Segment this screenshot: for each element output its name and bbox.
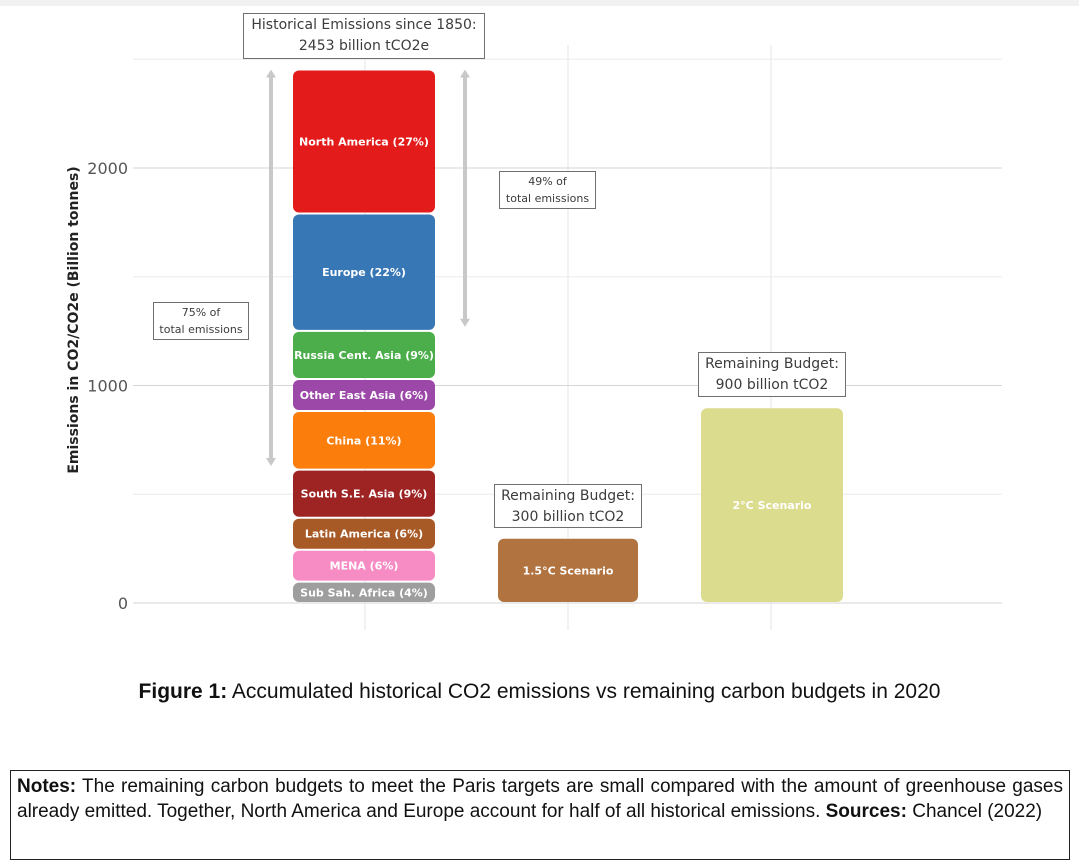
sources-label: Sources: [825, 801, 907, 822]
arrow-49-percent-head-bottom [460, 318, 470, 327]
bar-segment-2-c-scenario [701, 408, 843, 602]
caption-label: Figure 1: [138, 680, 228, 703]
notes-box: Notes: The remaining carbon budgets to m… [10, 770, 1070, 860]
bar-label-china-11: China (11%) [326, 434, 401, 447]
y-ticks: 0 1000 2000 [87, 159, 128, 613]
bar-segment-latin-america-6 [293, 518, 435, 549]
top-border [0, 0, 1079, 6]
arrow-49-percent-head-top [460, 69, 470, 78]
bars: Sub Sah. Africa (4%) MENA (6%) Latin Ameri… [293, 70, 843, 602]
y-tick-label: 1000 [87, 377, 128, 396]
sources-text: Chancel (2022) [906, 801, 1043, 822]
bar-segment-china-11 [293, 411, 435, 469]
budget-2-box: Remaining Budget: 900 billion tCO2 [698, 352, 846, 397]
share-75-line1: 75% of [181, 306, 221, 319]
bar-segment-other-east-asia-6 [293, 379, 435, 410]
caption-text: Accumulated historical CO2 emissions vs … [227, 680, 941, 703]
budget-2-line1: Remaining Budget: [705, 356, 839, 372]
arrow-75-percent [266, 69, 276, 466]
historical-total-line2: 2453 billion tCO2e [298, 38, 430, 54]
bar-label-2-c-scenario: 2°C Scenario [733, 499, 812, 512]
emissions-chart: 0 1000 2000 Emissions in CO2/CO2e (Billion… [66, 45, 1002, 630]
bar-label-other-east-asia-6: Other East Asia (6%) [300, 389, 429, 402]
y-tick-label: 0 [118, 594, 128, 613]
bar-label-latin-america-6: Latin America (6%) [305, 528, 423, 541]
share-75-box: 75% of total emissions [153, 302, 249, 340]
bar-segment-1-5-c-scenario [498, 538, 638, 602]
bar-segment-north-america-27 [293, 70, 435, 213]
budget-15-box: Remaining Budget: 300 billion tCO2 [494, 484, 642, 528]
bar-label-sub-sah-africa-4: Sub Sah. Africa (4%) [300, 586, 428, 599]
bar-segment-sub-sah-africa-4 [293, 582, 435, 602]
bar-label-mena-6: MENA (6%) [330, 560, 399, 573]
figure-caption: Figure 1: Accumulated historical CO2 emi… [0, 680, 1079, 704]
share-75-line2: total emissions [159, 323, 243, 336]
arrow-49-percent [460, 69, 470, 327]
bar-label-south-s-e-asia-9: South S.E. Asia (9%) [301, 488, 428, 501]
arrow-75-percent-head-top [266, 69, 276, 78]
y-tick-label: 2000 [87, 159, 128, 178]
bar-label-north-america-27: North America (27%) [299, 135, 429, 148]
notes-text: The remaining carbon budgets to meet the… [17, 776, 1063, 822]
historical-total-box: Historical Emissions since 1850: 2453 bi… [243, 13, 485, 59]
historical-total-line1: Historical Emissions since 1850: [251, 17, 477, 33]
bar-segment-south-s-e-asia-9 [293, 470, 435, 517]
budget-15-line2: 300 billion tCO2 [511, 509, 625, 525]
y-axis-label: Emissions in CO2/CO2e (Billion tonnes) [66, 166, 82, 473]
share-49-box: 49% of total emissions [499, 171, 596, 209]
share-49-line1: 49% of [528, 175, 567, 188]
bar-segment-europe-22 [293, 214, 435, 330]
bar-label-russia-cent-asia-9: Russia Cent. Asia (9%) [294, 349, 434, 362]
bar-segment-russia-cent-asia-9 [293, 331, 435, 378]
notes-label: Notes: [17, 776, 77, 797]
share-49-line2: total emissions [505, 192, 590, 205]
bar-label-europe-22: Europe (22%) [322, 266, 406, 279]
budget-2-line2: 900 billion tCO2 [715, 377, 829, 393]
range-arrows [266, 69, 470, 466]
budget-15-line1: Remaining Budget: [501, 488, 635, 504]
bar-label-1-5-c-scenario: 1.5°C Scenario [523, 564, 614, 577]
bar-segment-mena-6 [293, 550, 435, 581]
arrow-75-percent-head-bottom [266, 457, 276, 466]
